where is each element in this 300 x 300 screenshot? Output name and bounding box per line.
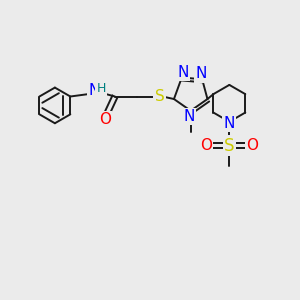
Text: O: O [99, 112, 111, 127]
Text: N: N [88, 83, 100, 98]
Text: N: N [177, 64, 189, 80]
Text: H: H [96, 82, 106, 95]
Text: O: O [247, 138, 259, 153]
Text: S: S [154, 89, 164, 104]
Text: O: O [200, 138, 212, 153]
Text: N: N [184, 109, 195, 124]
Text: N: N [195, 66, 207, 81]
Text: N: N [224, 116, 235, 131]
Text: S: S [224, 136, 235, 154]
